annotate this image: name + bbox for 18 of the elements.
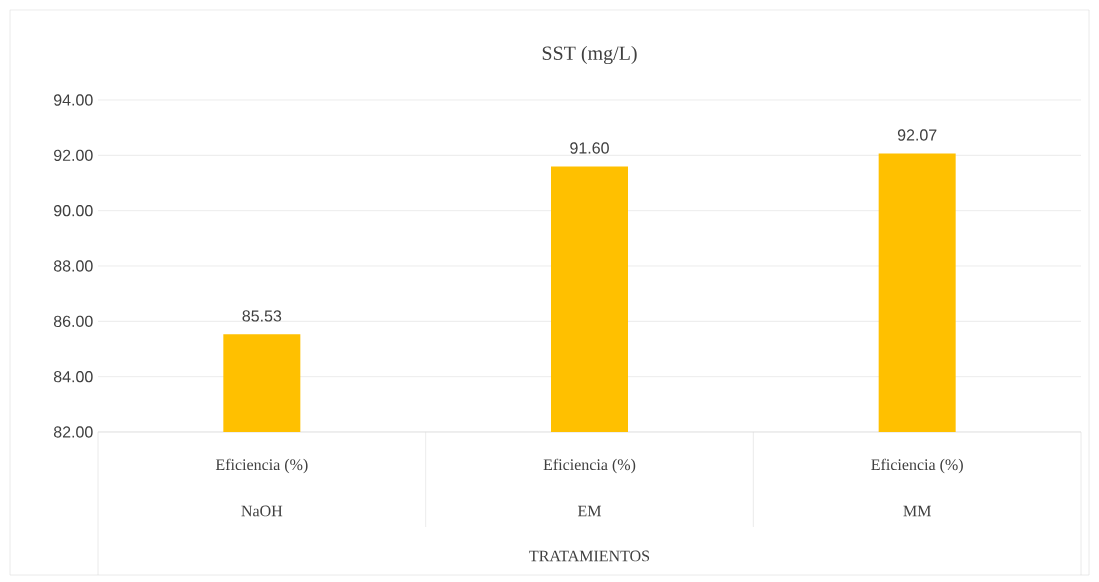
y-tick-label: 84.00 xyxy=(53,371,93,383)
data-label: 91.60 xyxy=(570,142,609,154)
x-tick-label: NaOH xyxy=(241,505,283,517)
chart-title: SST (mg/L) xyxy=(542,45,637,65)
data-label: 85.53 xyxy=(242,310,282,322)
y-tick-label: 82.00 xyxy=(53,426,93,438)
x-tick-label: MM xyxy=(903,505,931,517)
x-axis-title: TRATAMIENTOS xyxy=(529,550,650,562)
y-tick-label: 88.00 xyxy=(53,260,93,272)
text: Eficiencia (%) xyxy=(215,458,308,474)
x-tick-label: EM xyxy=(577,505,602,517)
text: Eficiencia (%) xyxy=(543,458,636,474)
text: Eficiencia (%) xyxy=(871,458,963,474)
y-tick-label: 86.00 xyxy=(53,315,93,327)
y-tick-label: 92.00 xyxy=(54,149,93,161)
y-tick-label: 94.00 xyxy=(54,94,93,106)
data-label: 92.07 xyxy=(897,129,937,141)
y-tick-label: 90.00 xyxy=(54,205,93,217)
